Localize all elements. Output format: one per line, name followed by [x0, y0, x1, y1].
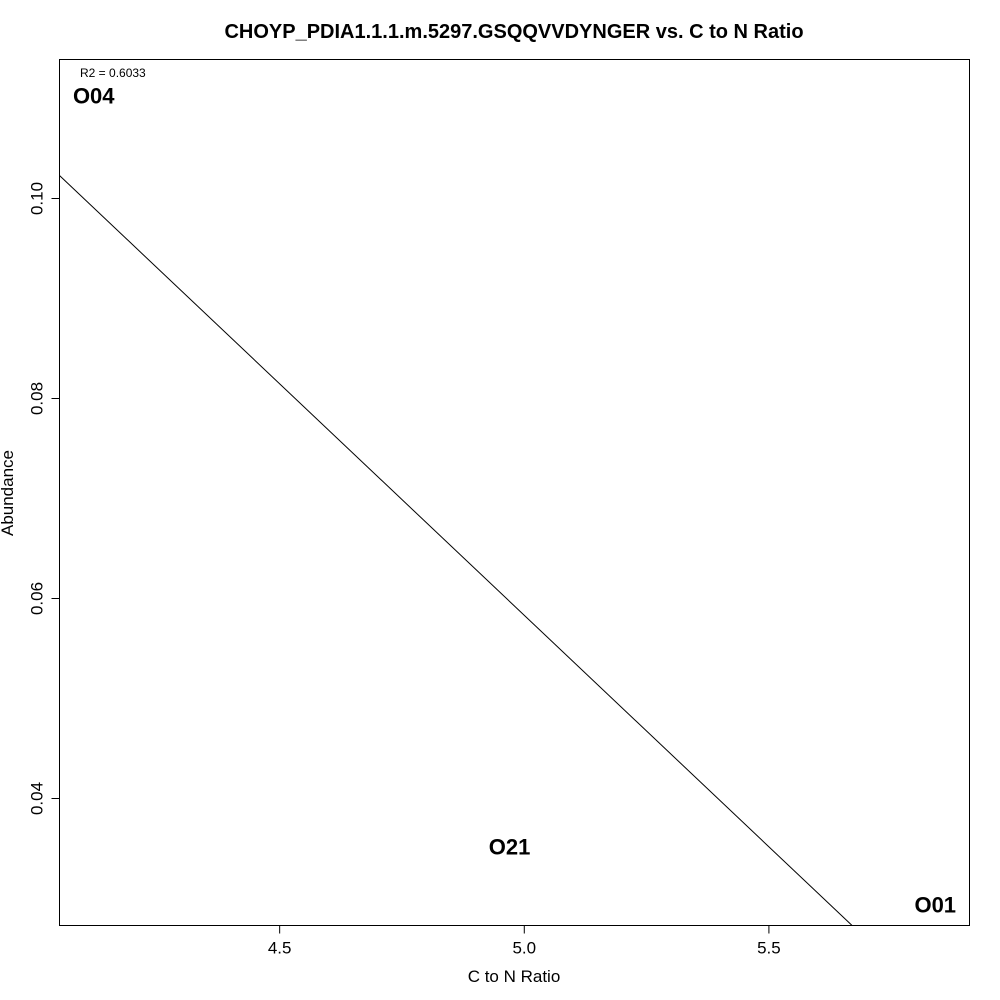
point-label-o01: O01 — [914, 893, 956, 918]
y-tick-label: 0.10 — [28, 182, 47, 215]
x-tick-label: 4.5 — [268, 939, 292, 958]
point-label-o21: O21 — [489, 835, 531, 860]
x-axis-label: C to N Ratio — [468, 967, 561, 986]
y-tick-label: 0.06 — [28, 582, 47, 615]
points-layer: O04 O21 O01 — [73, 84, 956, 918]
x-tick-label: 5.0 — [512, 939, 536, 958]
chart-title: CHOYP_PDIA1.1.1.m.5297.GSQQVVDYNGER vs. … — [224, 21, 803, 43]
regression-line — [59, 175, 853, 926]
y-tick-label: 0.08 — [28, 382, 47, 415]
point-label-o04: O04 — [73, 84, 115, 109]
y-axis-label: Abundance — [0, 450, 17, 536]
y-axis: 0.04 0.06 0.08 0.10 — [28, 182, 60, 815]
r2-annotation: R2 = 0.6033 — [80, 66, 146, 80]
plot-frame — [59, 59, 970, 926]
regression-layer — [59, 175, 853, 926]
x-tick-label: 5.5 — [757, 939, 781, 958]
x-axis: 4.5 5.0 5.5 — [268, 925, 781, 958]
y-tick-label: 0.04 — [28, 782, 47, 815]
